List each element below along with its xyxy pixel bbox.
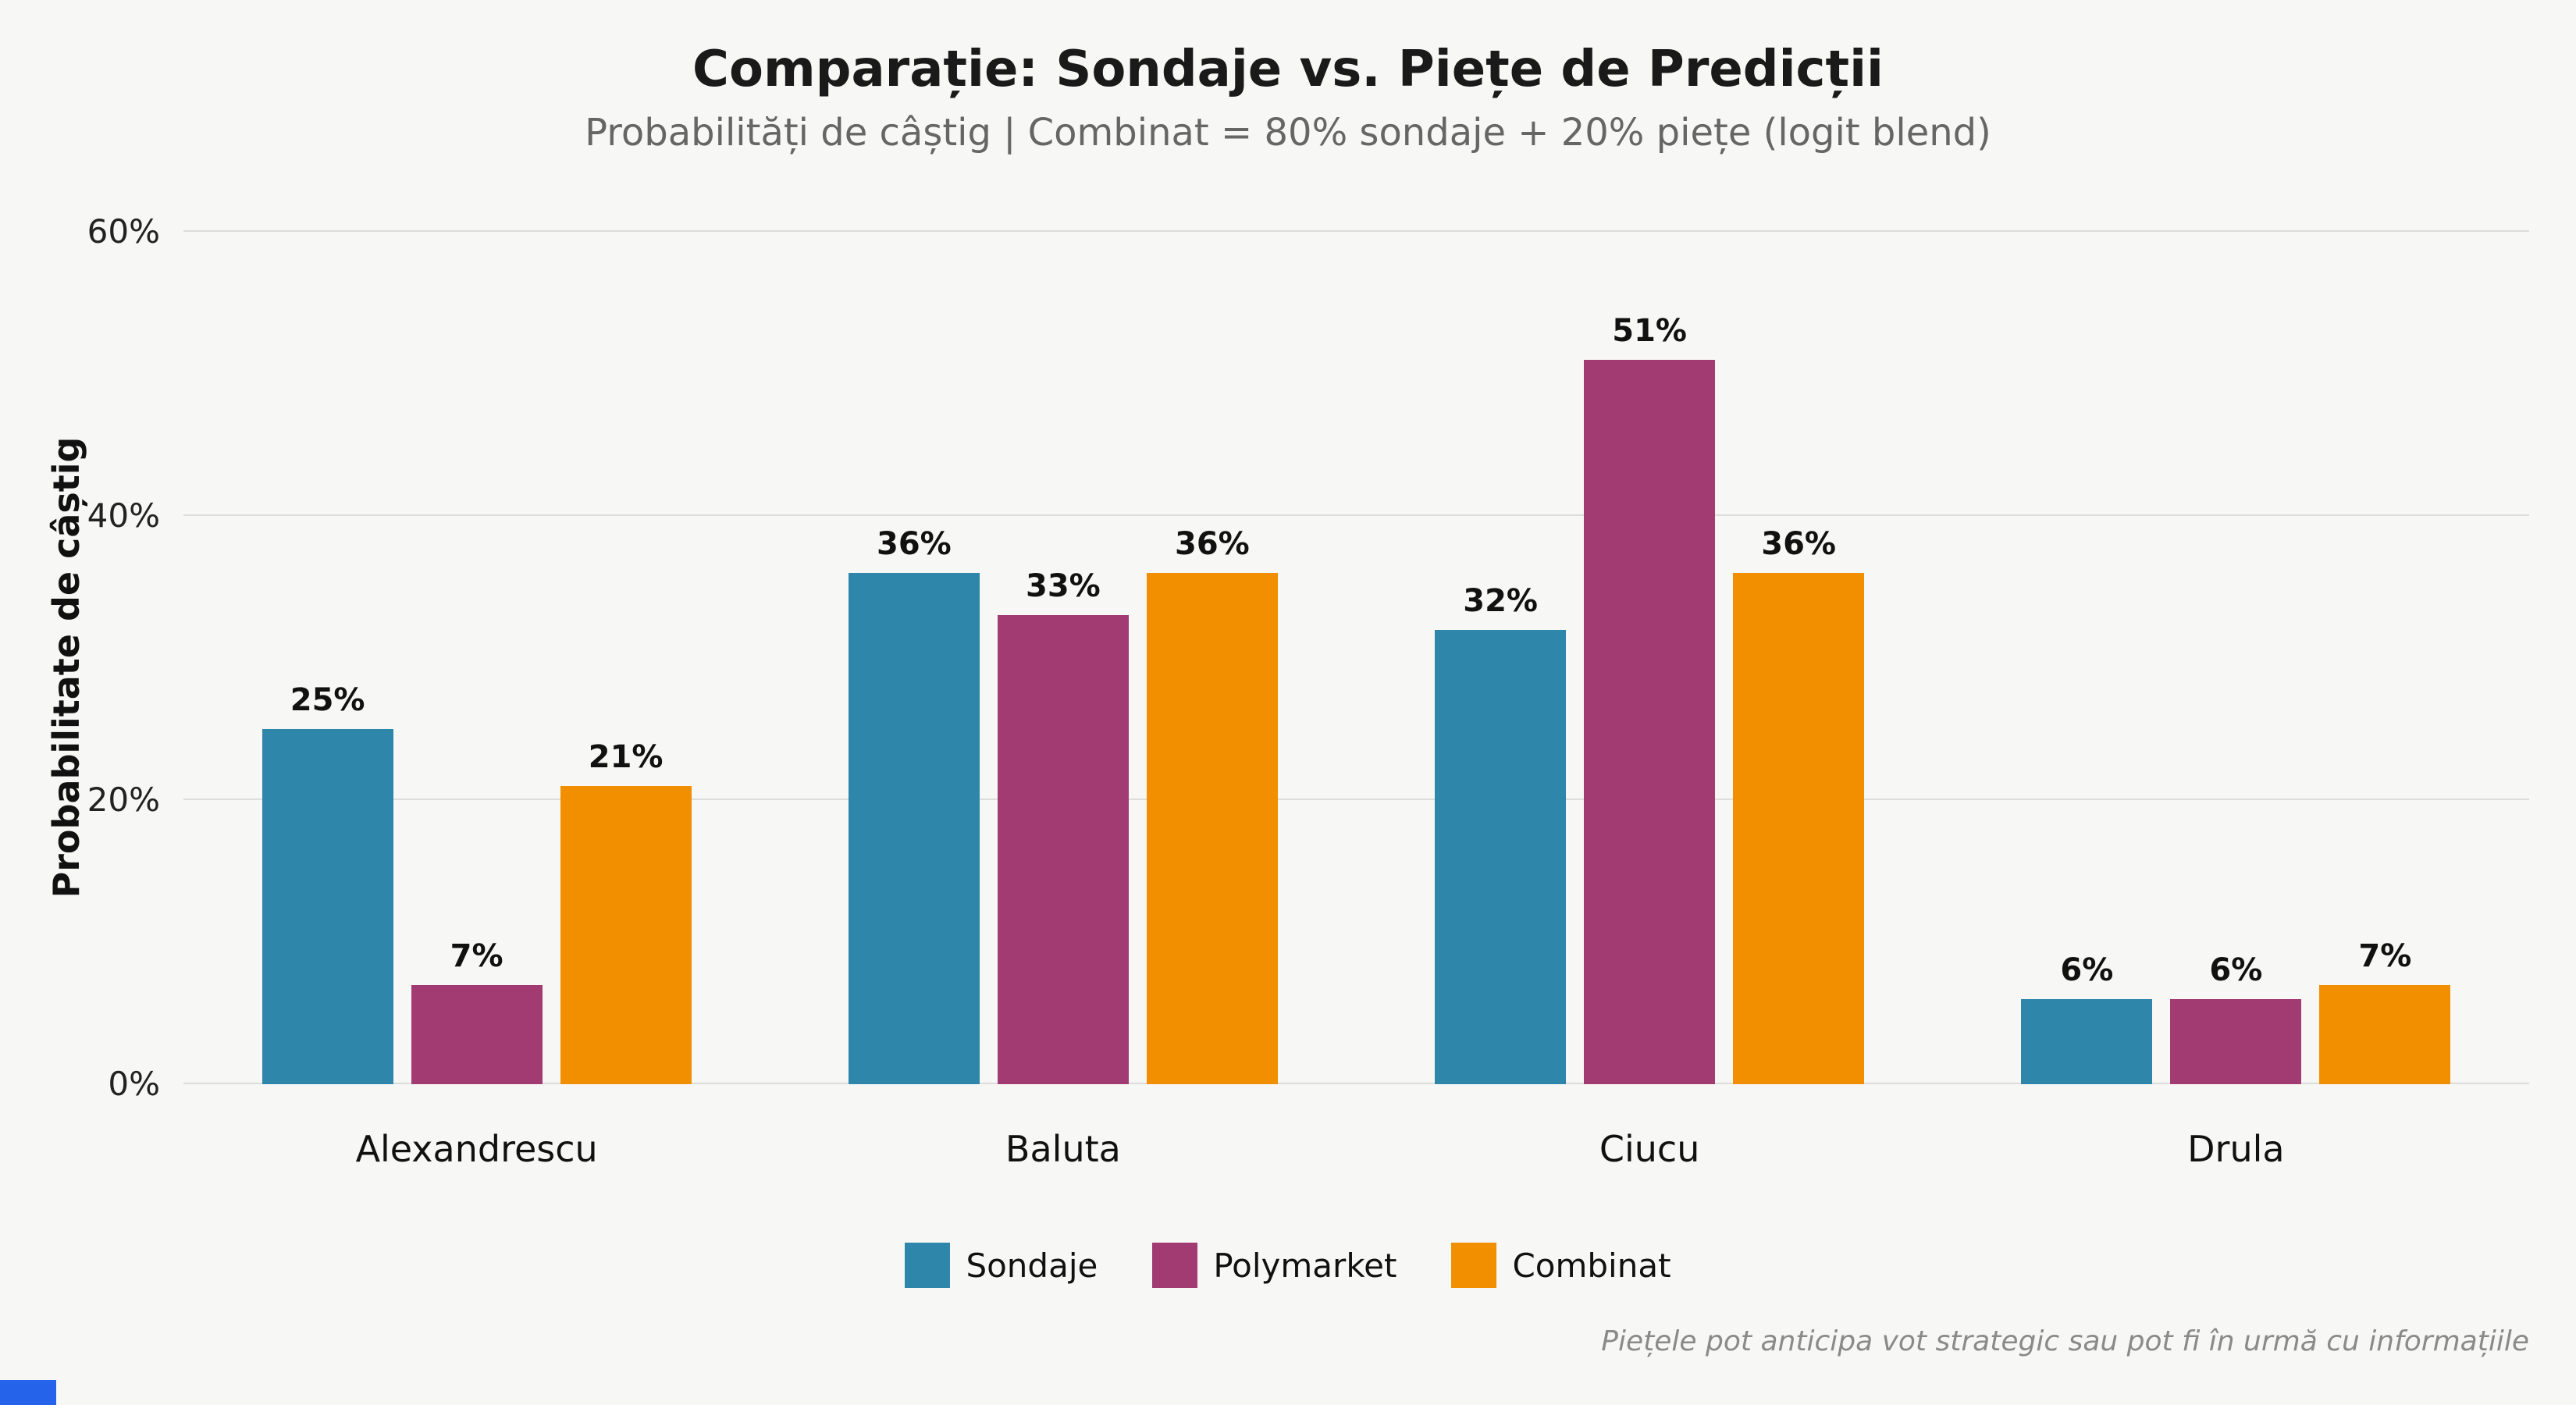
bar-group: 25% 7% 21% — [262, 232, 692, 1084]
legend-swatch — [905, 1243, 951, 1288]
bar-value-label: 51% — [1612, 312, 1687, 349]
bar-value-label: 25% — [290, 682, 365, 718]
y-tick-label: 20% — [87, 781, 160, 819]
bar-value-label: 7% — [2358, 937, 2412, 974]
bar-polymarket-drula: 6% — [2170, 952, 2302, 1084]
bar-value-label: 6% — [2209, 951, 2263, 988]
bar-combinat-alexandrescu: 21% — [560, 739, 692, 1084]
plot-area: 25% 7% 21% 36% 33% 36% 32% 51% 36% 6% 6% 7% — [183, 230, 2529, 1084]
legend-label: Polymarket — [1213, 1246, 1397, 1285]
y-tick-label: 40% — [87, 496, 160, 535]
bottom-left-blue-badge — [0, 1380, 56, 1405]
bar-sondaje-alexandrescu: 25% — [262, 682, 393, 1084]
bar-sondaje-baluta: 36% — [848, 526, 980, 1084]
category-label: Drula — [2187, 1128, 2285, 1170]
bar-value-label: 36% — [877, 525, 952, 562]
chart-footnote: Piețele pot anticipa vot strategic sau p… — [1601, 1325, 2529, 1357]
bar-value-label: 21% — [588, 738, 664, 775]
bar-value-label: 6% — [2060, 951, 2114, 988]
bar-value-label: 7% — [450, 937, 503, 974]
category-label: Alexandrescu — [355, 1128, 598, 1170]
gridline — [183, 514, 2529, 516]
bar-group: 6% 6% 7% — [2021, 232, 2451, 1084]
bar-polymarket-alexandrescu: 7% — [411, 938, 543, 1084]
gridline — [183, 1083, 2529, 1084]
chart-title: Comparație: Sondaje vs. Piețe de Predicț… — [692, 41, 1884, 98]
y-tick-label: 60% — [87, 212, 160, 251]
bar-group: 32% 51% 36% — [1435, 232, 1865, 1084]
legend-item: Polymarket — [1152, 1243, 1397, 1288]
legend-swatch — [1451, 1243, 1497, 1288]
bar-value-label: 32% — [1463, 582, 1538, 619]
bar-value-label: 33% — [1026, 568, 1101, 605]
y-tick-label: 0% — [108, 1065, 160, 1103]
bar-sondaje-ciucu: 32% — [1435, 583, 1567, 1084]
chart-subtitle: Probabilități de câștig | Combinat = 80%… — [585, 111, 1991, 155]
legend-item: Sondaje — [905, 1243, 1098, 1288]
bar-sondaje-drula: 6% — [2021, 952, 2153, 1084]
bar-value-label: 36% — [1761, 525, 1836, 562]
bar-group: 36% 33% 36% — [848, 232, 1278, 1084]
bar-value-label: 36% — [1175, 525, 1250, 562]
bar-combinat-baluta: 36% — [1146, 526, 1278, 1084]
gridline — [183, 799, 2529, 800]
gridline — [183, 230, 2529, 232]
legend-swatch — [1152, 1243, 1198, 1288]
category-labels-row: Alexandrescu Baluta Ciucu Drula — [183, 1128, 2529, 1170]
legend-item: Combinat — [1451, 1243, 1671, 1288]
bar-combinat-ciucu: 36% — [1733, 526, 1865, 1084]
category-label: Ciucu — [1599, 1128, 1700, 1170]
legend: Sondaje Polymarket Combinat — [0, 1243, 2576, 1288]
bar-polymarket-ciucu: 51% — [1584, 313, 1716, 1084]
legend-label: Sondaje — [966, 1246, 1098, 1285]
legend-label: Combinat — [1512, 1246, 1671, 1285]
bar-polymarket-baluta: 33% — [997, 568, 1129, 1084]
bar-groups: 25% 7% 21% 36% 33% 36% 32% 51% 36% 6% 6% 7% — [183, 232, 2529, 1084]
category-label: Baluta — [1005, 1128, 1121, 1170]
bar-combinat-drula: 7% — [2319, 938, 2451, 1084]
